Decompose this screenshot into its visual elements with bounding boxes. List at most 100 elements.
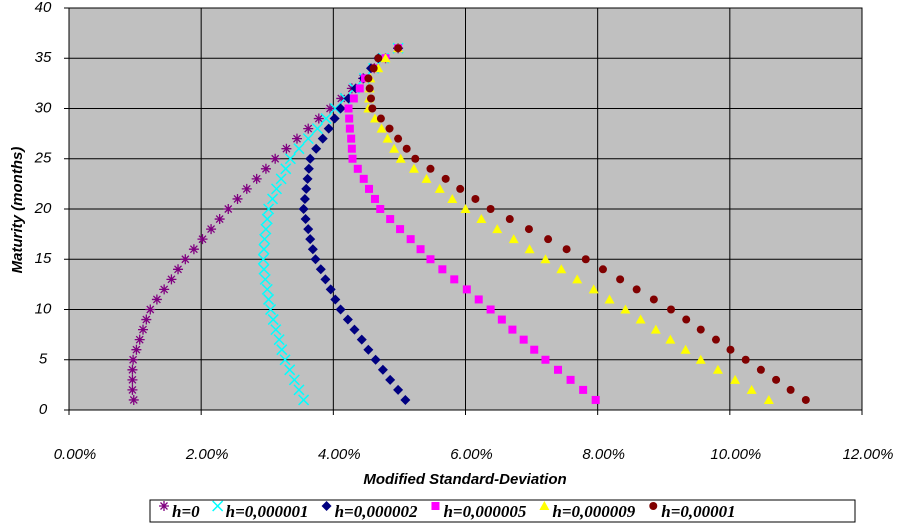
data-point (166, 274, 177, 285)
data-point (400, 394, 411, 405)
data-point (127, 374, 138, 385)
data-point (267, 314, 279, 326)
data-point (355, 84, 364, 93)
legend-label: h=0,000009 (552, 502, 635, 521)
data-point (206, 224, 217, 235)
data-point (376, 123, 387, 133)
data-point (786, 385, 795, 394)
data-point (380, 53, 391, 63)
data-point (368, 104, 377, 113)
data-point (335, 103, 346, 114)
data-point (303, 224, 314, 235)
data-point (408, 163, 419, 173)
data-point (214, 214, 225, 225)
data-point (270, 153, 281, 164)
y-tick-label: 15 (35, 250, 52, 267)
data-point (441, 174, 450, 183)
data-point (241, 183, 252, 194)
data-point (474, 295, 483, 304)
data-point (497, 315, 506, 324)
data-point (554, 365, 563, 374)
data-point (347, 134, 356, 143)
data-point (711, 335, 720, 344)
x-tick-label: 4.00% (318, 446, 361, 463)
data-point (275, 173, 287, 185)
data-point (530, 345, 539, 354)
data-point (291, 133, 302, 144)
data-point (462, 285, 471, 294)
data-point (267, 193, 279, 205)
data-point (508, 325, 517, 334)
data-point (394, 44, 403, 53)
data-point (344, 104, 353, 113)
data-point (336, 93, 347, 104)
data-point (665, 334, 676, 344)
data-point (280, 163, 292, 175)
data-point (345, 124, 354, 133)
x-tick-label: 10.00% (710, 446, 761, 463)
data-point (197, 234, 208, 245)
data-point (180, 254, 191, 265)
data-point (540, 254, 551, 264)
x-tick-label: 8.00% (582, 446, 625, 463)
y-tick-label: 0 (39, 401, 48, 418)
data-point (385, 124, 394, 133)
data-point (263, 293, 275, 305)
data-point (438, 265, 447, 274)
data-point (604, 294, 615, 304)
data-point (311, 143, 322, 154)
data-point (223, 204, 234, 214)
data-point (367, 94, 376, 103)
y-tick-label: 10 (35, 300, 52, 317)
data-point (145, 304, 156, 315)
data-point (450, 275, 459, 284)
y-tick-label: 25 (34, 150, 52, 167)
data-point (273, 334, 285, 346)
data-point (347, 144, 356, 153)
data-point (259, 233, 271, 245)
data-point (588, 284, 599, 294)
data-point (363, 344, 374, 355)
data-point (349, 324, 360, 335)
data-point (712, 364, 723, 374)
data-point (317, 133, 328, 144)
data-point (364, 74, 373, 83)
data-point (141, 314, 152, 325)
data-point (524, 225, 533, 234)
y-tick-label: 30 (35, 99, 52, 116)
data-point (270, 183, 283, 195)
x-tick-label: 0.00% (54, 446, 97, 463)
data-point (374, 54, 383, 63)
data-point (298, 204, 309, 214)
data-point (696, 325, 705, 334)
data-point (302, 133, 314, 145)
x-axis-label: Modified Standard-Deviation (363, 471, 566, 488)
data-point (305, 153, 316, 164)
data-point (426, 255, 435, 264)
data-point (519, 335, 528, 344)
data-point (281, 143, 292, 154)
data-point (650, 324, 661, 334)
data-point (682, 315, 691, 324)
data-point (284, 153, 296, 165)
data-point (173, 264, 184, 275)
data-point (635, 314, 646, 324)
data-point (377, 364, 388, 375)
data-point (376, 114, 385, 123)
data-point (313, 113, 324, 124)
data-point (801, 395, 810, 404)
data-point (353, 164, 362, 173)
data-point (323, 123, 334, 134)
data-point (263, 203, 275, 215)
legend-marker (649, 502, 658, 510)
y-tick-label: 20 (34, 200, 52, 217)
data-point (320, 113, 332, 125)
legend-marker (431, 502, 440, 510)
data-point (616, 275, 625, 284)
data-point (356, 334, 367, 345)
data-point (232, 193, 243, 204)
data-point (667, 305, 676, 314)
y-tick-label: 35 (35, 49, 52, 66)
legend-marker (539, 501, 550, 510)
data-point (756, 365, 765, 374)
